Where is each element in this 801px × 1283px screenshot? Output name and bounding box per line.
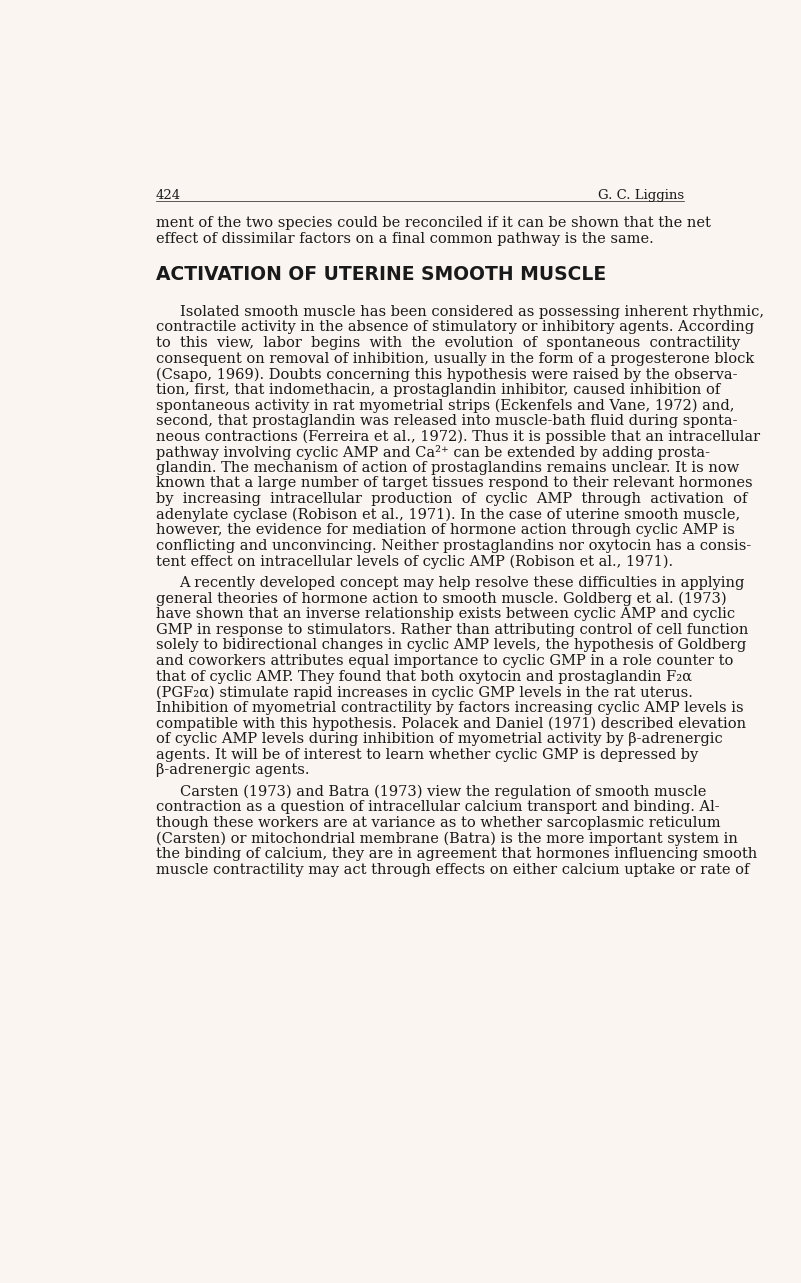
Text: agents. It will be of interest to learn whether cyclic GMP is depressed by: agents. It will be of interest to learn … <box>156 748 698 762</box>
Text: pathway involving cyclic AMP and Ca²⁺ can be extended by adding prosta-: pathway involving cyclic AMP and Ca²⁺ ca… <box>156 445 710 461</box>
Text: compatible with this hypothesis. Polacek and Daniel (1971) described elevation: compatible with this hypothesis. Polacek… <box>156 716 746 731</box>
Text: G. C. Liggins: G. C. Liggins <box>598 189 683 201</box>
Text: Isolated smooth muscle has been considered as possessing inherent rhythmic,: Isolated smooth muscle has been consider… <box>179 305 763 318</box>
Text: spontaneous activity in rat myometrial strips (Eckenfels and Vane, 1972) and,: spontaneous activity in rat myometrial s… <box>156 398 735 413</box>
Text: though these workers are at variance as to whether sarcoplasmic reticulum: though these workers are at variance as … <box>156 816 721 830</box>
Text: β-adrenergic agents.: β-adrenergic agents. <box>156 763 309 777</box>
Text: of cyclic AMP levels during inhibition of myometrial activity by β-adrenergic: of cyclic AMP levels during inhibition o… <box>156 733 723 747</box>
Text: known that a large number of target tissues respond to their relevant hormones: known that a large number of target tiss… <box>156 476 753 490</box>
Text: contractile activity in the absence of stimulatory or inhibitory agents. Accordi: contractile activity in the absence of s… <box>156 321 754 335</box>
Text: conflicting and unconvincing. Neither prostaglandins nor oxytocin has a consis-: conflicting and unconvincing. Neither pr… <box>156 539 751 553</box>
Text: 424: 424 <box>156 189 181 201</box>
Text: (Csapo, 1969). Doubts concerning this hypothesis were raised by the observa-: (Csapo, 1969). Doubts concerning this hy… <box>156 367 738 381</box>
Text: by  increasing  intracellular  production  of  cyclic  AMP  through  activation : by increasing intracellular production o… <box>156 491 747 506</box>
Text: Carsten (1973) and Batra (1973) view the regulation of smooth muscle: Carsten (1973) and Batra (1973) view the… <box>179 785 706 799</box>
Text: muscle contractility may act through effects on either calcium uptake or rate of: muscle contractility may act through eff… <box>156 863 750 876</box>
Text: and coworkers attributes equal importance to cyclic GMP in a role counter to: and coworkers attributes equal importanc… <box>156 654 734 668</box>
Text: (Carsten) or mitochondrial membrane (Batra) is the more important system in: (Carsten) or mitochondrial membrane (Bat… <box>156 831 738 845</box>
Text: Inhibition of myometrial contractility by factors increasing cyclic AMP levels i: Inhibition of myometrial contractility b… <box>156 701 743 715</box>
Text: glandin. The mechanism of action of prostaglandins remains unclear. It is now: glandin. The mechanism of action of pros… <box>156 461 739 475</box>
Text: to  this  view,  labor  begins  with  the  evolution  of  spontaneous  contracti: to this view, labor begins with the evol… <box>156 336 740 350</box>
Text: contraction as a question of intracellular calcium transport and binding. Al-: contraction as a question of intracellul… <box>156 801 719 815</box>
Text: the binding of calcium, they are in agreement that hormones influencing smooth: the binding of calcium, they are in agre… <box>156 847 757 861</box>
Text: solely to bidirectional changes in cyclic AMP levels, the hypothesis of Goldberg: solely to bidirectional changes in cycli… <box>156 639 747 653</box>
Text: GMP in response to stimulators. Rather than attributing control of cell function: GMP in response to stimulators. Rather t… <box>156 622 748 636</box>
Text: general theories of hormone action to smooth muscle. Goldberg et al. (1973): general theories of hormone action to sm… <box>156 591 727 606</box>
Text: have shown that an inverse relationship exists between cyclic AMP and cyclic: have shown that an inverse relationship … <box>156 607 735 621</box>
Text: second, that prostaglandin was released into muscle-bath fluid during sponta-: second, that prostaglandin was released … <box>156 414 738 429</box>
Text: however, the evidence for mediation of hormone action through cyclic AMP is: however, the evidence for mediation of h… <box>156 523 735 538</box>
Text: (PGF₂α) stimulate rapid increases in cyclic GMP levels in the rat uterus.: (PGF₂α) stimulate rapid increases in cyc… <box>156 685 693 699</box>
Text: effect of dissimilar factors on a final common pathway is the same.: effect of dissimilar factors on a final … <box>156 232 654 246</box>
Text: tion, first, that indomethacin, a prostaglandin inhibitor, caused inhibition of: tion, first, that indomethacin, a prosta… <box>156 382 720 396</box>
Text: consequent on removal of inhibition, usually in the form of a progesterone block: consequent on removal of inhibition, usu… <box>156 352 755 366</box>
Text: adenylate cyclase (Robison et al., 1971). In the case of uterine smooth muscle,: adenylate cyclase (Robison et al., 1971)… <box>156 508 740 522</box>
Text: neous contractions (Ferreira et al., 1972). Thus it is possible that an intracel: neous contractions (Ferreira et al., 197… <box>156 430 760 444</box>
Text: A recently developed concept may help resolve these difficulties in applying: A recently developed concept may help re… <box>179 576 745 590</box>
Text: tent effect on intracellular levels of cyclic AMP (Robison et al., 1971).: tent effect on intracellular levels of c… <box>156 554 673 568</box>
Text: ACTIVATION OF UTERINE SMOOTH MUSCLE: ACTIVATION OF UTERINE SMOOTH MUSCLE <box>156 266 606 285</box>
Text: ment of the two species could be reconciled if it can be shown that the net: ment of the two species could be reconci… <box>156 217 710 230</box>
Text: that of cyclic AMP. They found that both oxytocin and prostaglandin F₂α: that of cyclic AMP. They found that both… <box>156 670 692 684</box>
